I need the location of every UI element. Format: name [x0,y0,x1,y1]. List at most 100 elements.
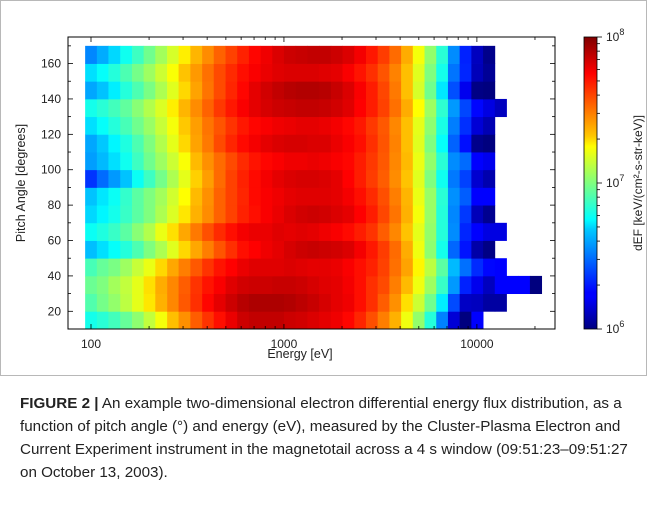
heatmap-cell [365,205,379,224]
heatmap-cell [190,311,203,330]
heatmap-cell [330,222,343,241]
heatmap-cell [237,116,250,135]
heatmap-cell [272,240,285,259]
heatmap-cell [459,63,472,82]
heatmap-cell [96,311,109,330]
heatmap-cell [377,205,390,224]
heatmap-cell [401,81,414,100]
heatmap-cell [132,222,145,241]
heatmap-cell [283,240,297,259]
heatmap-cell [342,205,355,224]
heatmap-cell [85,81,98,100]
heatmap-cell [354,293,367,312]
heatmap-cell [167,63,180,82]
x-axis-ticks: 100 1000 10000 [81,37,536,351]
heatmap-cell [307,116,320,135]
heatmap-cell [483,169,496,188]
heatmap-cell [132,240,145,259]
heatmap-cell [295,63,308,82]
heatmap-cell [424,81,437,100]
heatmap-cell [436,81,449,100]
heatmap-cell [120,240,133,259]
heatmap-cell [225,311,238,330]
heatmap-cell [272,258,285,277]
heatmap-cell [190,275,203,295]
heatmap-cell [237,63,250,82]
heatmap-cell [459,311,472,330]
heatmap-cell [412,293,425,312]
heatmap-cell [283,222,297,241]
chart-frame: 100 1000 10000 20 40 60 80 100 120 140 160 Energy… [0,0,647,376]
heatmap-cell [412,240,425,259]
heatmap-cell [272,152,285,171]
heatmap-cell [412,134,425,153]
heatmap-cell [167,81,180,100]
figure-caption: FIGURE 2 | An example two-dimensional el… [20,392,632,484]
heatmap-cell [167,222,180,241]
heatmap-cell [143,205,156,224]
heatmap-cell [401,152,414,171]
colorbar-tick-base: 10 [606,176,620,190]
heatmap-cell [494,258,507,277]
heatmap-cell [272,311,285,330]
heatmap-cell [401,116,414,135]
heatmap-cell [155,240,168,259]
heatmap-cell [225,81,238,100]
heatmap-cell [248,187,262,206]
heatmap-cell [354,275,367,295]
heatmap-cell [213,275,226,295]
heatmap-cell [260,293,273,312]
heatmap-cell [401,240,414,259]
heatmap-cell [155,169,168,188]
heatmap-cell [272,134,285,153]
heatmap-cell [202,311,215,330]
heatmap-cell [447,98,461,118]
colorbar-tick-label: 106 [606,319,624,336]
heatmap-cell [167,205,180,224]
heatmap-cell [401,222,414,241]
heatmap-cell [272,222,285,241]
heatmap-cell [401,98,414,118]
heatmap-cell [178,169,191,188]
heatmap-cell [342,311,355,330]
heatmap-cell [471,152,484,171]
heatmap-cell [354,222,367,241]
heatmap-cell [260,98,273,118]
heatmap-cell [85,152,98,171]
heatmap-cell [190,98,203,118]
heatmap-cell [213,134,226,153]
heatmap-cell [401,169,414,188]
heatmap-cell [178,222,191,241]
heatmap-cell [295,258,308,277]
heatmap-cell [167,311,180,330]
heatmap-cell [190,134,203,153]
heatmap-cell [96,134,109,153]
heatmap-cell [202,134,215,153]
heatmap-cell [260,275,273,295]
heatmap-cell [401,134,414,153]
heatmap-cell [342,169,355,188]
y-tick-label: 100 [41,163,61,177]
heatmap-cell [330,240,343,259]
heatmap-cell [155,222,168,241]
heatmap-cell [436,134,449,153]
heatmap-cell [120,152,133,171]
heatmap-cell [471,205,484,224]
heatmap-cell [202,187,215,206]
heatmap-cell [96,205,109,224]
heatmap-cell [225,205,238,224]
heatmap-cell [377,98,390,118]
heatmap-cell [330,116,343,135]
heatmap-cell [178,258,191,277]
heatmap-cell [389,275,402,295]
heatmap-cell [155,258,168,277]
heatmap-cell [260,134,273,153]
heatmap-cell [436,222,449,241]
heatmap-cell [377,187,390,206]
heatmap-cell [483,134,496,153]
colorbar-label: dEF [keV/(cm²-s-str-keV)] [631,115,645,251]
heatmap-cell [283,134,297,153]
heatmap-cell [132,116,145,135]
heatmap-cell [436,205,449,224]
